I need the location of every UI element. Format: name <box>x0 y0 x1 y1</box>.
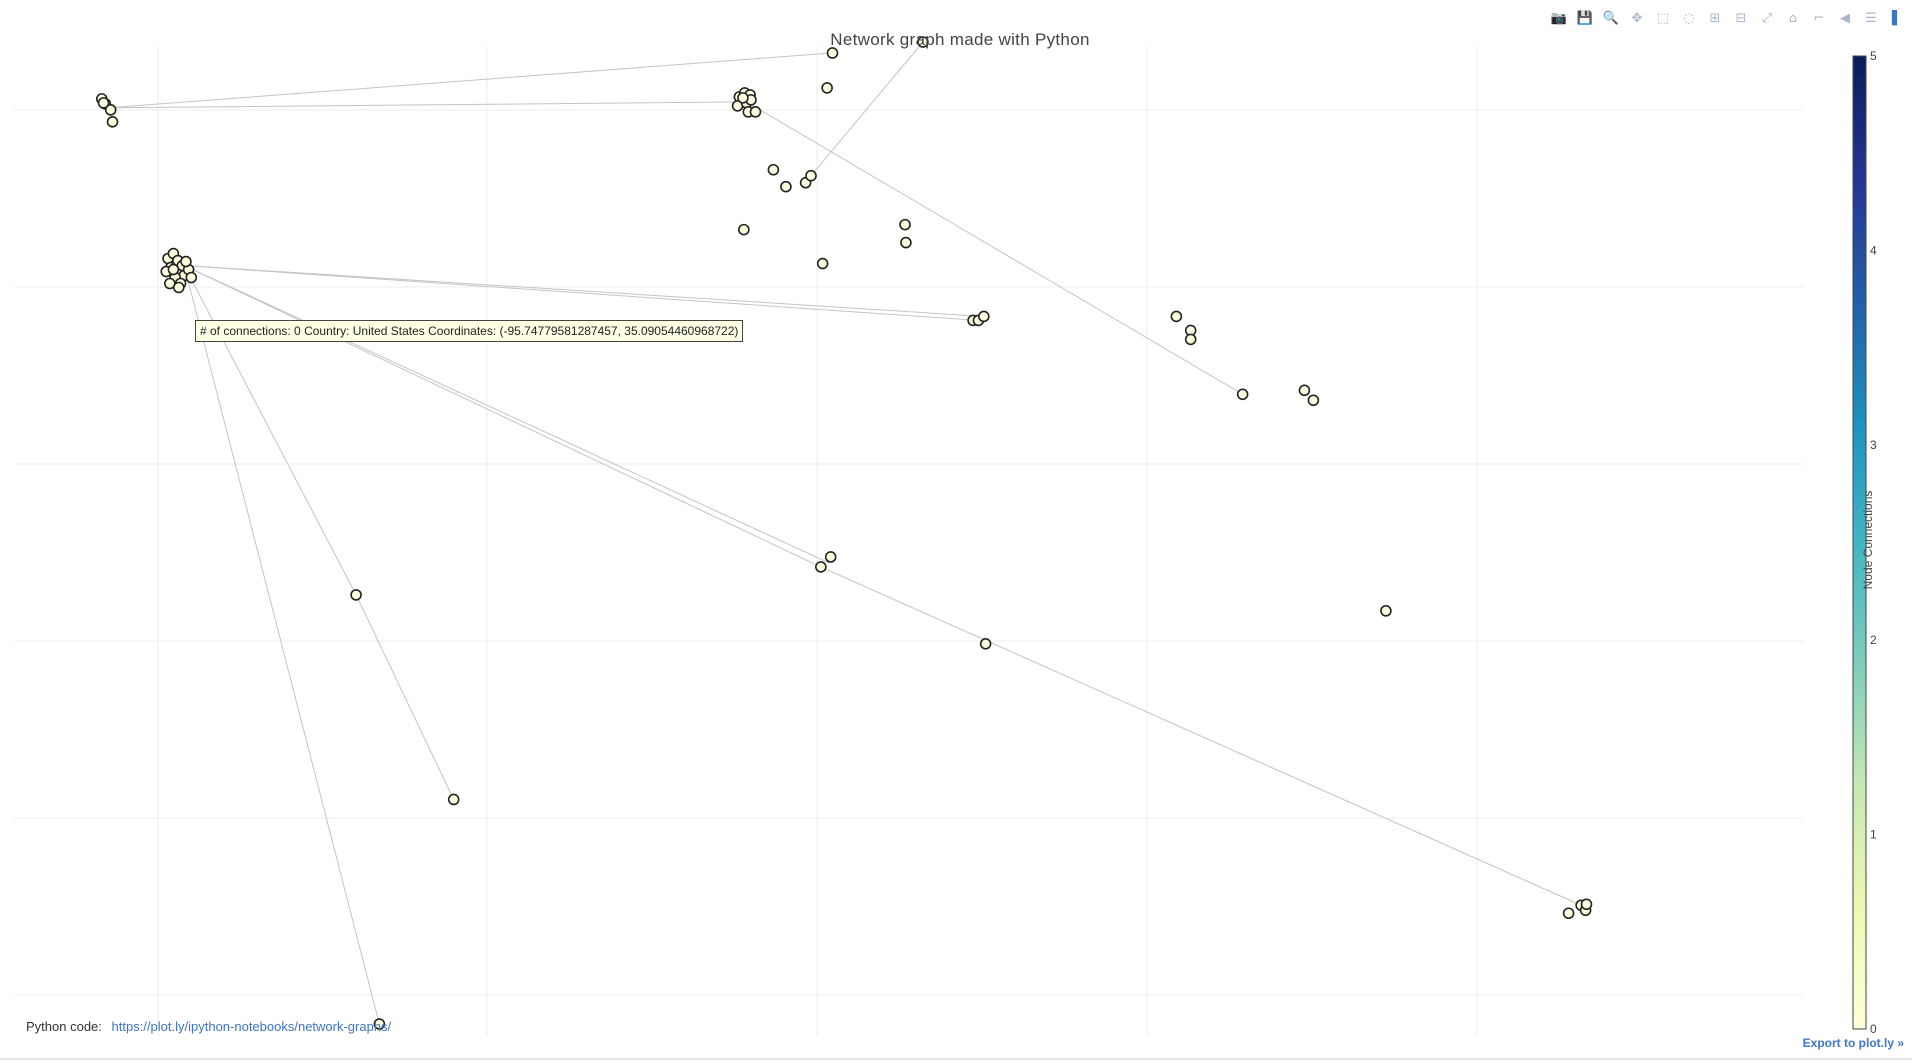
graph-node[interactable] <box>172 281 185 294</box>
graph-edge <box>108 101 747 109</box>
graph-edge <box>183 265 822 568</box>
graph-node[interactable] <box>900 236 912 249</box>
toggle-spikelines-icon[interactable]: ⌐ <box>1813 10 1825 26</box>
graph-node[interactable] <box>821 82 833 94</box>
graph-node[interactable] <box>1298 384 1311 397</box>
graph-node[interactable] <box>167 263 180 276</box>
graph-edge <box>820 566 1582 906</box>
graph-edge <box>107 52 832 109</box>
save-icon[interactable]: 💾 <box>1576 10 1594 26</box>
graph-node[interactable] <box>447 793 460 806</box>
graph-edge <box>183 265 357 596</box>
graph-node[interactable] <box>185 271 198 284</box>
colorbar-tick-label: 0 <box>1870 1022 1877 1036</box>
graph-edge <box>810 41 924 177</box>
graph-node[interactable] <box>1580 898 1593 911</box>
graph-edge <box>184 265 984 317</box>
graph-node[interactable] <box>350 589 362 601</box>
edge-traces <box>107 41 1582 1025</box>
python-code-link[interactable]: https://plot.ly/ipython-notebooks/networ… <box>111 1019 392 1034</box>
graph-node[interactable] <box>979 637 992 650</box>
graph-edge <box>184 265 979 321</box>
colorbar: 0 1 2 3 4 5 <box>1852 49 1877 1036</box>
colorbar-title: Node Connections <box>1861 490 1875 590</box>
lasso-select-icon[interactable]: ◌ <box>1683 10 1695 26</box>
node-traces[interactable] <box>95 36 1593 1030</box>
footer-note: Python code: https://plot.ly/ipython-not… <box>26 1019 391 1034</box>
graph-node[interactable] <box>978 310 990 323</box>
zoom-icon[interactable]: 🔍 <box>1602 10 1620 26</box>
colorbar-ticks: 0 1 2 3 4 5 <box>1870 49 1877 1036</box>
graph-node[interactable] <box>824 551 837 563</box>
zoom-out-icon[interactable]: ⊟ <box>1735 10 1747 26</box>
graph-node[interactable] <box>373 1018 386 1030</box>
graph-node[interactable] <box>805 169 817 182</box>
colorbar-gradient <box>1852 55 1867 1030</box>
graph-node[interactable] <box>826 47 839 59</box>
graph-node[interactable] <box>738 223 750 236</box>
colorbar-tick-label: 3 <box>1870 438 1877 452</box>
chart-title: Network graph made with Python <box>830 30 1090 49</box>
hover-tooltip: # of connections: 0 Country: United Stat… <box>195 320 744 342</box>
graph-node[interactable] <box>1170 310 1183 323</box>
graph-edge <box>183 265 830 564</box>
camera-icon[interactable]: 📷 <box>1550 10 1568 26</box>
graph-node[interactable] <box>917 36 929 48</box>
graph-node[interactable] <box>816 257 829 270</box>
graph-node[interactable] <box>1380 605 1392 617</box>
plot-gridlines <box>14 46 1803 1036</box>
bottom-divider <box>0 1058 1912 1060</box>
graph-node[interactable] <box>899 218 911 231</box>
graph-node[interactable] <box>780 180 792 193</box>
graph-edge <box>183 265 380 1025</box>
hover-closest-icon[interactable]: ◀ <box>1840 10 1850 26</box>
modebar-toolbar: 📷 💾 🔍 ✥ ⬚ ◌ ⊞ ⊟ ⤢ ⌂ ⌐ ◀ ☰ ▌ <box>1550 8 1906 28</box>
graph-node[interactable] <box>97 97 110 109</box>
graph-node[interactable] <box>180 255 192 268</box>
plotly-logo-icon[interactable]: ▌ <box>1892 10 1902 26</box>
graph-node[interactable] <box>1562 907 1575 920</box>
graph-node[interactable] <box>815 561 827 573</box>
box-select-icon[interactable]: ⬚ <box>1656 10 1670 26</box>
graph-node[interactable] <box>767 163 780 176</box>
colorbar-tick-label: 5 <box>1870 49 1877 63</box>
hover-compare-icon[interactable]: ☰ <box>1865 10 1877 26</box>
footer-label: Python code: <box>26 1019 102 1034</box>
export-to-plotly-link[interactable]: Export to plot.ly » <box>1802 1036 1904 1050</box>
colorbar-tick-label: 4 <box>1870 244 1877 258</box>
reset-axes-icon[interactable]: ⌂ <box>1788 10 1798 26</box>
pan-icon[interactable]: ✥ <box>1631 10 1643 26</box>
colorbar-tick-label: 2 <box>1870 633 1877 647</box>
graph-node[interactable] <box>104 104 117 116</box>
graph-node[interactable] <box>106 116 119 128</box>
graph-node[interactable] <box>749 106 762 118</box>
zoom-in-icon[interactable]: ⊞ <box>1709 10 1721 26</box>
colorbar-tick-label: 1 <box>1870 827 1877 841</box>
graph-node[interactable] <box>1307 394 1320 407</box>
graph-node[interactable] <box>737 92 749 104</box>
graph-node[interactable] <box>1236 388 1249 401</box>
graph-node[interactable] <box>1184 333 1197 346</box>
autoscale-icon[interactable]: ⤢ <box>1761 10 1773 26</box>
graph-edge <box>355 594 455 800</box>
graph-edge <box>746 101 1243 395</box>
